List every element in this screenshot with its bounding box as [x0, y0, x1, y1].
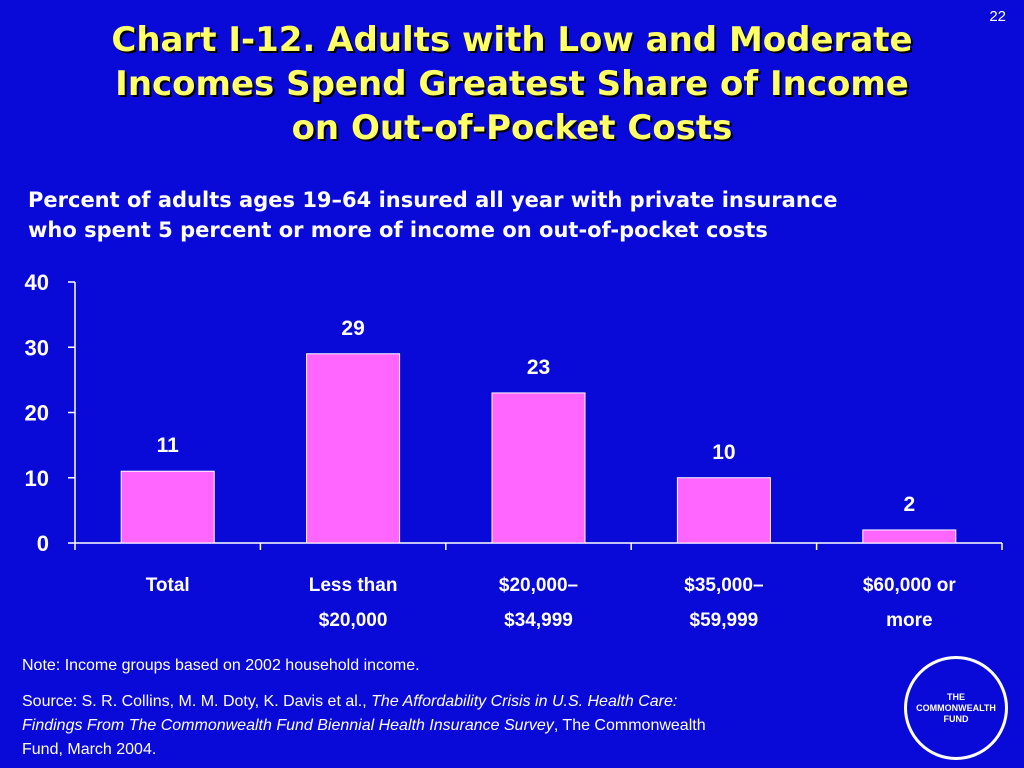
source-suffix: , The Commonwealth Fund, March 2004.: [22, 717, 706, 758]
data-label: 29: [341, 317, 364, 340]
commonwealth-fund-logo: THE COMMONWEALTH FUND: [904, 656, 1008, 760]
y-tick-label: 10: [25, 466, 49, 491]
data-label: 11: [157, 434, 180, 457]
x-tick-label: $20,000: [319, 610, 388, 631]
y-tick-label: 0: [37, 531, 49, 556]
x-tick-label: $60,000 or: [863, 575, 957, 596]
data-label: 2: [903, 493, 915, 516]
x-tick-label: $59,999: [690, 610, 759, 631]
x-tick-label: $20,000–: [499, 575, 578, 596]
logo-line: COMMONWEALTH: [916, 702, 996, 713]
y-tick-label: 20: [25, 401, 49, 426]
bar: [862, 529, 957, 544]
bar: [120, 470, 215, 544]
chart-title: Chart I-12. Adults with Low and Moderate…: [20, 18, 1004, 150]
source-citation: Source: S. R. Collins, M. M. Doty, K. Da…: [22, 690, 722, 762]
x-tick-label: $34,999: [504, 610, 573, 631]
bar: [306, 353, 401, 544]
x-tick-label: more: [886, 610, 932, 631]
logo-line: THE: [947, 691, 965, 702]
source-prefix: Source: S. R. Collins, M. M. Doty, K. Da…: [22, 693, 372, 710]
y-tick-label: 40: [25, 270, 49, 295]
bar: [491, 392, 586, 544]
logo-line: FUND: [943, 713, 969, 724]
x-tick-label: Total: [146, 575, 190, 596]
x-tick-label: Less than: [309, 575, 398, 596]
data-label: 10: [712, 441, 735, 464]
x-tick-label: $35,000–: [684, 575, 763, 596]
title-line: on Out-of-Pocket Costs: [291, 108, 733, 148]
source-title: The Affordability Crisis in U.S. Health …: [22, 693, 678, 734]
subtitle-line: who spent 5 percent or more of income on…: [28, 218, 768, 242]
bar-chart: 0 10 20 30 40 11 Total 29 Less than $20,000 23 $20,…: [25, 270, 1003, 631]
page-number: 22: [989, 8, 1006, 25]
title-line: Incomes Spend Greatest Share of Income: [115, 64, 909, 104]
footnote: Note: Income groups based on 2002 househ…: [22, 657, 420, 674]
subtitle-line: Percent of adults ages 19–64 insured all…: [28, 188, 838, 212]
chart-subtitle: Percent of adults ages 19–64 insured all…: [28, 185, 998, 245]
bar: [676, 477, 771, 544]
data-label: 23: [527, 356, 550, 379]
y-tick-label: 30: [25, 335, 49, 360]
title-line: Chart I-12. Adults with Low and Moderate: [111, 20, 913, 60]
